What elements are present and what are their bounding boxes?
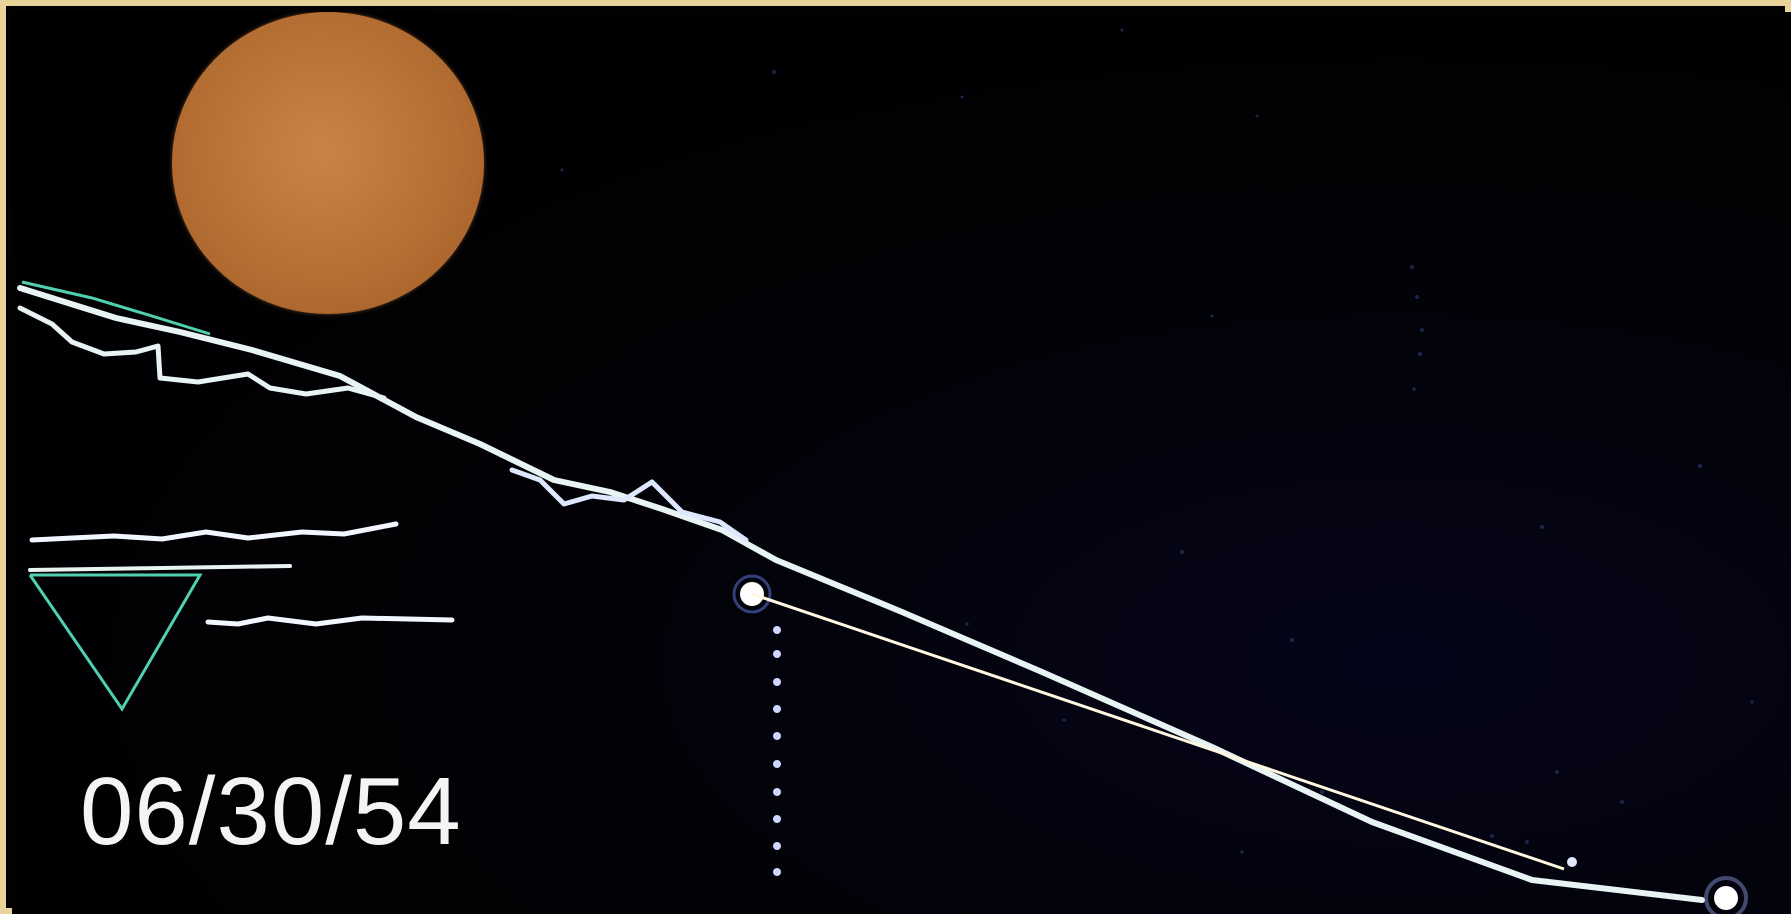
secondary-light-point-icon (1567, 857, 1577, 867)
teal-upper-line (21, 280, 211, 336)
inverted-triangle-icon (28, 573, 203, 712)
mid-jagged-trace (509, 467, 749, 543)
vertical-light-markers (773, 626, 781, 876)
triangle-top-line (28, 564, 292, 572)
terminal-light-point-icon (1714, 886, 1738, 910)
origin-halo (732, 574, 772, 614)
light-beam-line (751, 592, 1565, 871)
terminal-halo (1704, 876, 1748, 914)
trajectory-diagram (17, 28, 1754, 914)
notation-line-1 (29, 521, 399, 543)
notation-line-2 (205, 615, 455, 627)
date-stamp: 06/30/54 (80, 758, 462, 865)
background-speckles (560, 28, 1754, 854)
sun-disk-icon (172, 12, 484, 314)
night-scene: 06/30/54 (12, 12, 1791, 914)
upper-jagged-trace (17, 305, 387, 401)
